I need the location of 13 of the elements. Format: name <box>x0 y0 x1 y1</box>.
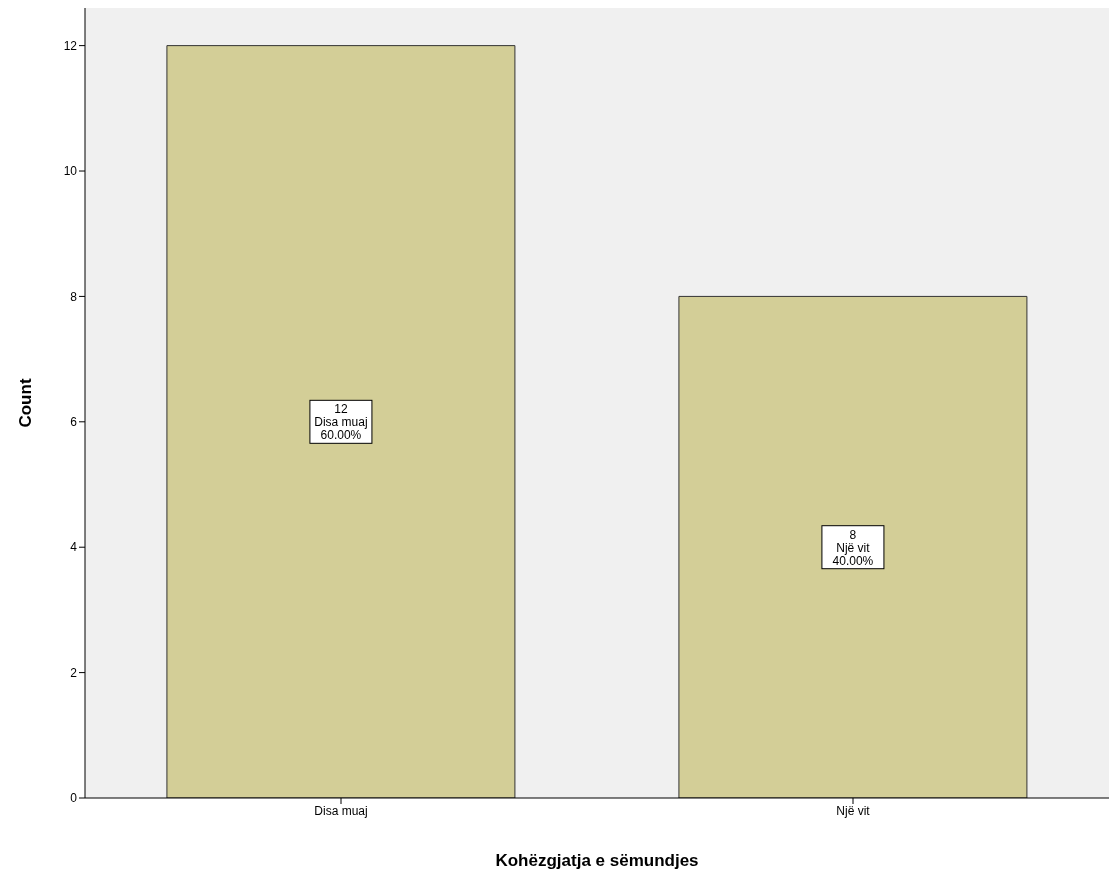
y-axis-title: Count <box>16 378 36 428</box>
data-label: 8 Një vit 40.00% <box>832 527 874 568</box>
y-tick-label: 6 <box>70 415 78 430</box>
x-axis-title: Kohëzgjatja e sëmundjes <box>495 851 699 870</box>
y-tick-label: 10 <box>63 164 78 179</box>
data-label: 12 Disa muaj 60.00% <box>314 402 368 443</box>
x-tick-label: Disa muaj <box>314 803 368 818</box>
y-tick-label: 4 <box>70 540 78 555</box>
x-tick-label: Një vit <box>836 803 871 818</box>
y-tick-label: 0 <box>70 791 78 806</box>
y-tick-label: 12 <box>63 38 78 53</box>
y-tick-label: 8 <box>70 289 78 304</box>
y-tick-label: 2 <box>70 665 78 680</box>
